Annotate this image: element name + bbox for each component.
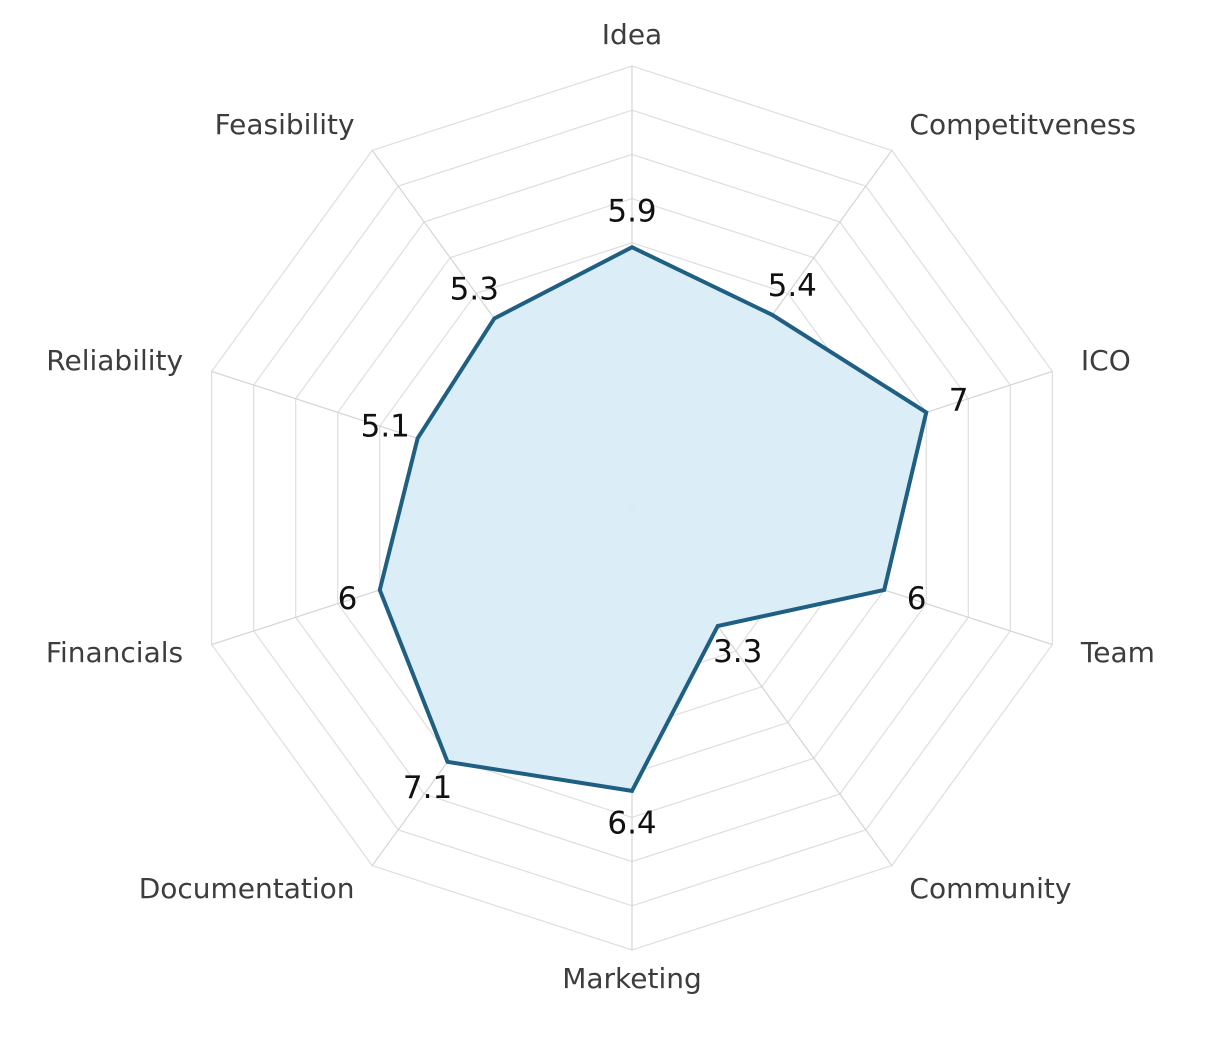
value-label-team: 6 (907, 581, 927, 617)
axis-label-financials: Financials (46, 636, 183, 669)
value-label-competitveness: 5.4 (768, 268, 817, 304)
axis-label-competitveness: Competitveness (909, 108, 1136, 141)
value-label-reliability: 5.1 (361, 408, 410, 444)
value-label-community: 3.3 (713, 634, 762, 670)
value-label-ico: 7 (949, 382, 969, 418)
value-label-idea: 5.9 (607, 194, 656, 230)
value-label-feasibility: 5.3 (450, 271, 499, 307)
series-area (377, 244, 929, 794)
value-label-documentation: 7.1 (403, 770, 452, 806)
axis-labels: Idea Competitveness ICO Team Community Market… (46, 18, 1155, 995)
value-label-financials: 6 (338, 581, 358, 617)
axis-label-documentation: Documentation (139, 872, 355, 905)
axis-label-marketing: Marketing (562, 962, 702, 995)
radar-series (377, 244, 929, 794)
axis-label-community: Community (909, 872, 1071, 905)
axis-label-feasibility: Feasibility (215, 108, 355, 141)
value-label-marketing: 6.4 (607, 805, 656, 841)
axis-label-ico: ICO (1081, 344, 1131, 377)
axis-label-idea: Idea (602, 18, 662, 51)
axis-label-reliability: Reliability (46, 344, 183, 377)
value-labels: 5.9 5.4 7 6 3.3 6.4 7.1 6 5.1 5.3 (338, 194, 969, 842)
axis-label-team: Team (1080, 636, 1155, 669)
